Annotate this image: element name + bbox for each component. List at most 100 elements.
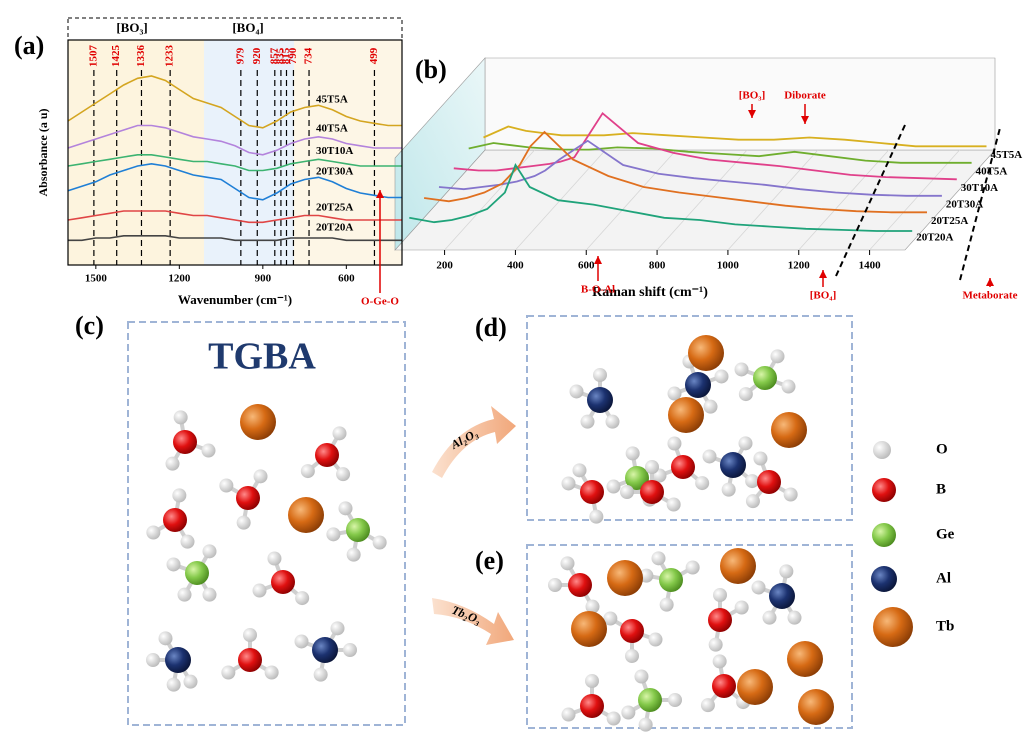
atom — [589, 510, 603, 524]
atom — [295, 591, 309, 605]
reaction-arrow — [432, 406, 516, 478]
atom — [626, 446, 640, 460]
atom — [634, 670, 648, 684]
atom — [201, 444, 215, 458]
series-label: 45T5A — [990, 149, 1022, 161]
annotation: [BO₃] — [739, 90, 766, 102]
atom — [301, 464, 315, 478]
annotation: B-O-Al — [581, 284, 615, 296]
atom — [580, 694, 604, 718]
atom — [167, 557, 181, 571]
atom — [739, 436, 753, 450]
atom — [568, 573, 592, 597]
x-tick-label: 400 — [507, 260, 524, 272]
atom — [652, 551, 666, 565]
atom — [587, 387, 613, 413]
atom — [720, 452, 746, 478]
atom — [757, 470, 781, 494]
atom — [253, 584, 267, 598]
atom — [159, 631, 173, 645]
atom — [763, 611, 777, 625]
atom — [714, 369, 728, 383]
x-tick-label: 800 — [649, 260, 666, 272]
atom — [163, 508, 187, 532]
atom — [172, 488, 186, 502]
y-axis-label: Absorbance (a u) — [36, 108, 50, 196]
atom — [607, 560, 643, 596]
legend-label: O — [936, 441, 948, 457]
atom — [165, 647, 191, 673]
atom — [701, 698, 715, 712]
x-tick-label: 600 — [338, 273, 355, 285]
atom — [713, 588, 727, 602]
atom — [667, 437, 681, 451]
atom — [640, 480, 664, 504]
atom — [873, 441, 891, 459]
atom — [243, 628, 257, 642]
atom — [333, 426, 347, 440]
atom — [798, 689, 834, 725]
atom — [695, 476, 709, 490]
x-tick-label: 1200 — [788, 260, 811, 272]
atom — [185, 561, 209, 585]
x-tick-label: 1400 — [859, 260, 882, 272]
atom — [343, 643, 357, 657]
reaction-label: Tb₂O₃ — [450, 603, 483, 627]
atom — [331, 621, 345, 635]
figure: Al₂O₃ Tb₂O₃ (a) (b) (c) (d) (e) TGBA OBG… — [0, 0, 1030, 743]
series-label: 30T10A — [316, 145, 353, 157]
atom — [562, 708, 576, 722]
arrow-head — [819, 270, 827, 278]
peak-label: 734 — [303, 47, 315, 64]
atom — [373, 536, 387, 550]
atom — [181, 535, 195, 549]
atom — [703, 449, 717, 463]
floor — [395, 150, 995, 250]
atom — [571, 611, 607, 647]
atom — [686, 561, 700, 575]
atom — [873, 607, 913, 647]
arrow-head — [986, 278, 994, 286]
atom — [314, 668, 328, 682]
peak-label: 499 — [368, 47, 380, 64]
atom — [753, 452, 767, 466]
x-tick-label: 1000 — [717, 260, 740, 272]
atom — [668, 397, 704, 433]
legend-label: Ge — [936, 526, 955, 542]
peak-label: 1336 — [135, 45, 147, 68]
atom — [709, 638, 723, 652]
atom — [295, 634, 309, 648]
atom — [237, 516, 251, 530]
atom — [606, 415, 620, 429]
atoms: OBGeAlTb — [146, 335, 955, 732]
atom — [184, 675, 198, 689]
atom — [173, 430, 197, 454]
atom — [771, 349, 785, 363]
atom — [621, 706, 635, 720]
atom — [236, 486, 260, 510]
x-tick-label: 1500 — [85, 273, 108, 285]
atom — [872, 478, 896, 502]
atom — [146, 653, 160, 667]
annotation: O-Ge-O — [361, 296, 399, 308]
atom — [667, 498, 681, 512]
annotation: Metaborate — [963, 290, 1018, 302]
atom — [221, 666, 235, 680]
atom — [720, 548, 756, 584]
atom — [735, 601, 749, 615]
atom — [788, 611, 802, 625]
atom — [312, 637, 338, 663]
atom — [668, 693, 682, 707]
atom — [638, 688, 662, 712]
x-tick-label: 900 — [255, 273, 272, 285]
atom — [580, 480, 604, 504]
atom — [271, 570, 295, 594]
atom — [336, 467, 350, 481]
atom — [620, 485, 634, 499]
atom — [771, 412, 807, 448]
x-tick-label: 600 — [578, 260, 595, 272]
atom — [267, 552, 281, 566]
atom — [871, 566, 897, 592]
atom — [769, 583, 795, 609]
atom — [254, 469, 268, 483]
